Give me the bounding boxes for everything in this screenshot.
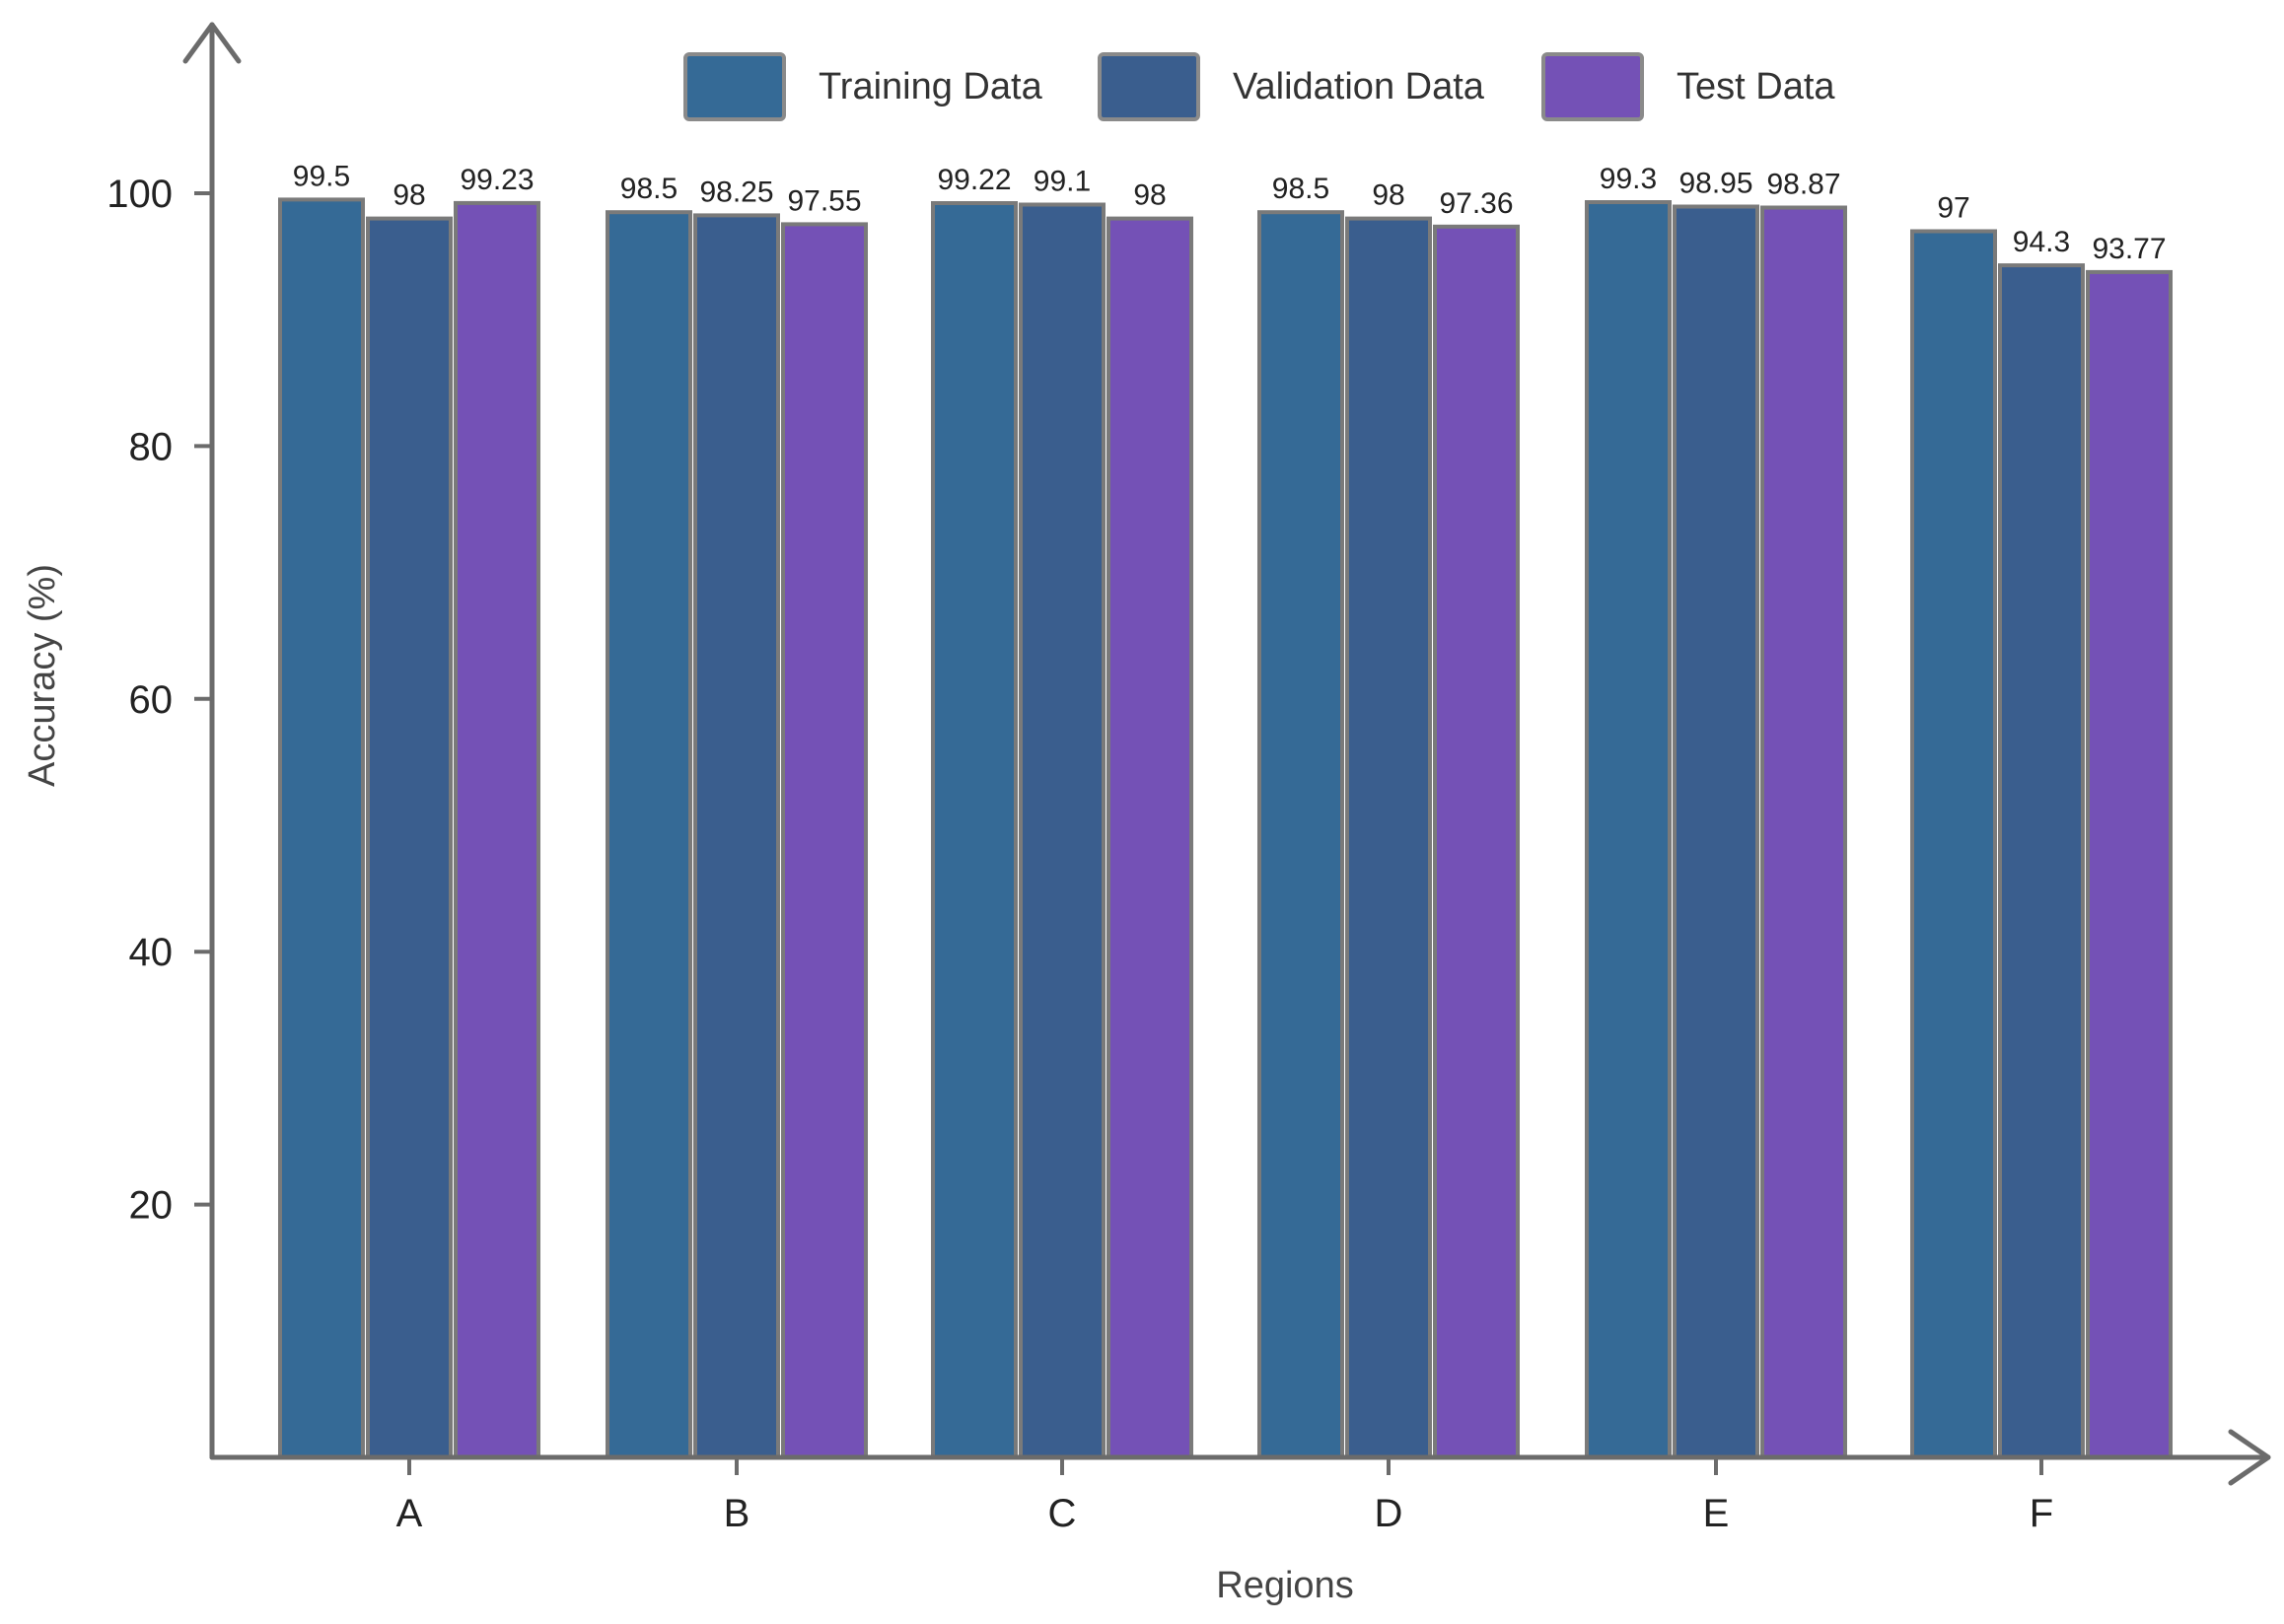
data-label: 93.77 [2092,233,2166,265]
bar-a-validation-data [366,216,453,1460]
legend: Training Data Validation Data Test Data [683,52,1835,121]
bar-c-training-data [931,201,1018,1459]
data-label: 98.25 [699,176,773,208]
x-tick-label: F [2030,1492,2053,1535]
data-label: 98.5 [620,173,678,205]
data-label: 99.22 [937,164,1011,196]
legend-label: Test Data [1677,66,1835,107]
bar-f-validation-data [1998,263,2085,1460]
data-label: 99.5 [293,160,350,192]
y-ticks: 20 40 60 80 100 [107,173,212,1228]
legend-label: Validation Data [1233,66,1485,107]
data-label: 98.87 [1766,169,1840,201]
x-tick-label: B [724,1492,750,1535]
y-tick-label: 60 [129,678,174,722]
bar-a-test-data [454,200,540,1459]
x-tick-label: D [1375,1492,1403,1535]
bar-b-validation-data [693,213,780,1459]
bar-d-validation-data [1345,216,1432,1460]
bar-f-training-data [1910,229,1997,1459]
legend-swatch-validation-data [1098,52,1200,121]
legend-swatch-test-data [1541,52,1644,121]
bar-f-test-data [2086,269,2173,1459]
bar-c-test-data [1106,216,1193,1460]
data-label: 98.95 [1678,168,1752,200]
y-tick-label: 80 [129,425,174,468]
bar-e-training-data [1585,200,1672,1459]
bar-d-test-data [1433,224,1520,1459]
legend-label: Training Data [819,66,1043,107]
data-label: 97.55 [787,184,861,217]
bars-layer [278,197,2173,1460]
y-axis-title: Accuracy (%) [22,564,63,787]
x-tick-label: E [1703,1492,1730,1535]
x-tick-label: C [1048,1492,1077,1535]
y-tick-label: 100 [107,173,173,216]
y-tick-label: 40 [129,931,174,974]
bar-d-training-data [1257,210,1344,1460]
data-label: 99.3 [1600,163,1657,195]
x-tick-label: A [396,1492,423,1535]
x-axis-title: Regions [1216,1565,1353,1606]
y-tick-label: 20 [129,1184,174,1228]
bar-b-test-data [781,222,868,1459]
data-labels-layer: 99.5 98 99.23 98.5 98.25 97.55 99.22 99.1 98 98.5… [293,160,2167,265]
data-label: 97 [1937,192,1969,225]
bar-e-validation-data [1673,204,1759,1459]
y-axis-arrow-icon [182,22,242,64]
legend-swatch-training-data [683,52,786,121]
data-label: 99.23 [460,164,534,196]
x-ticks: A B C D E F [396,1457,2053,1535]
x-axis-arrow-icon [2228,1429,2271,1486]
data-label: 98 [1133,179,1166,212]
bar-e-test-data [1760,205,1847,1459]
axes [182,22,2271,1486]
data-label: 98 [393,179,425,212]
data-label: 97.36 [1439,187,1513,220]
bar-b-training-data [606,210,692,1460]
bar-c-validation-data [1019,202,1106,1459]
data-label: 98 [1372,179,1404,212]
data-label: 98.5 [1272,173,1329,205]
data-label: 94.3 [2013,226,2070,258]
bar-a-training-data [278,197,365,1459]
data-label: 99.1 [1034,166,1091,198]
